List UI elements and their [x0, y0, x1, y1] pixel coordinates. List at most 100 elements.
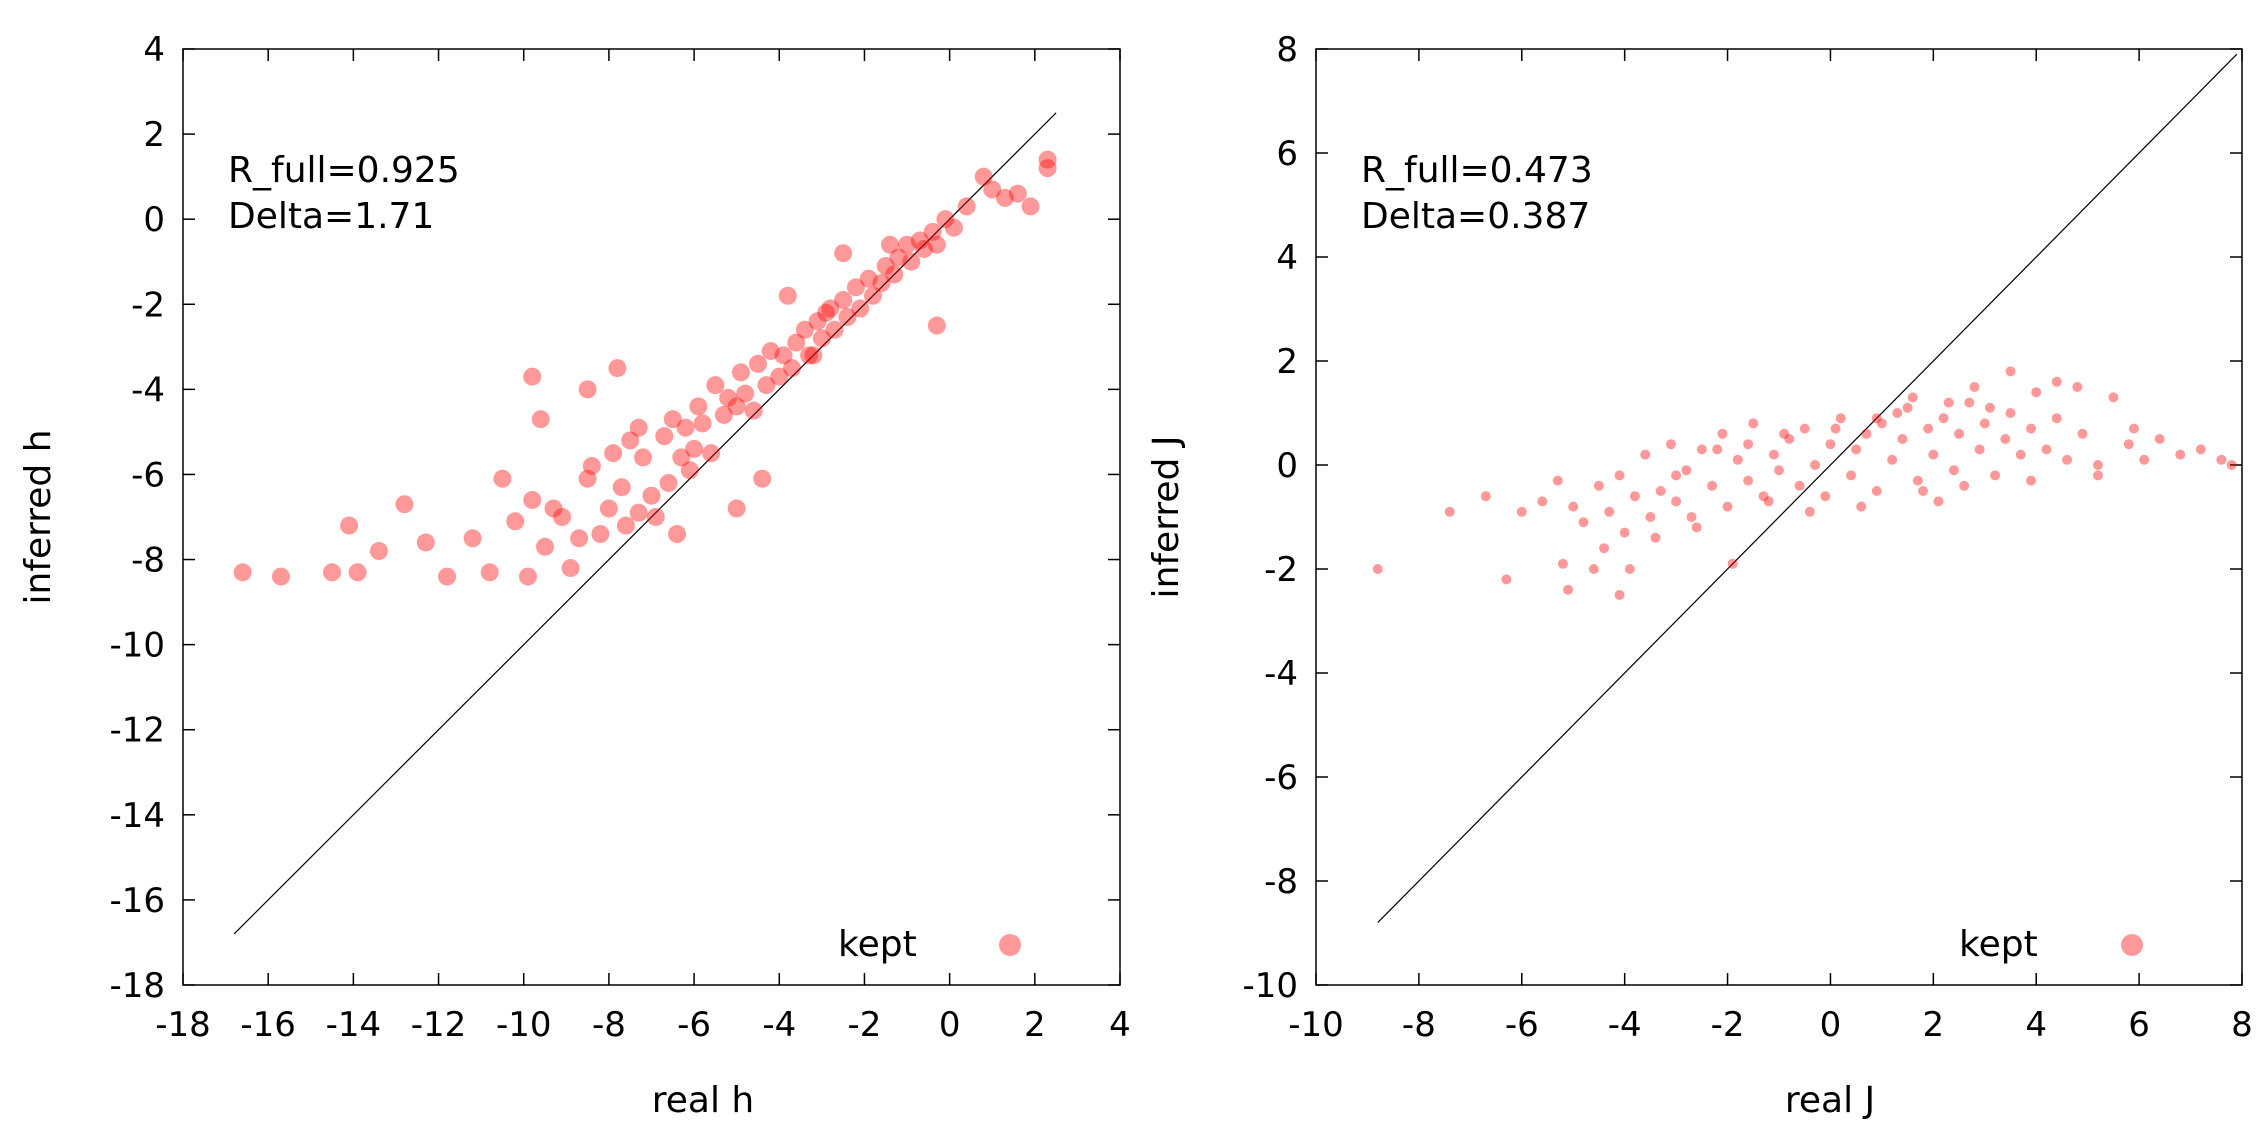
j-data-point [2041, 444, 2052, 455]
j-data-point [2108, 392, 2119, 403]
j-data-point [1516, 506, 1527, 517]
j-data-point [1671, 496, 1682, 507]
h-data-point [727, 397, 746, 416]
j-y-tick-label: -6 [1264, 758, 1298, 798]
h-data-point [983, 180, 1002, 199]
j-identity-line-group [1377, 53, 2238, 924]
j-data-point [1372, 564, 1383, 574]
h-y-tick-label: -2 [131, 285, 165, 325]
j-data-point [1902, 402, 1913, 413]
h-data-point [463, 529, 482, 548]
j-data-point [1696, 444, 1707, 455]
h-x-tick-label: -6 [677, 1005, 711, 1045]
h-y-tick-label: -14 [109, 796, 165, 836]
h-data-point [616, 516, 635, 535]
h-data-point [719, 388, 738, 407]
j-data-point [1629, 491, 1640, 502]
h-data-point [927, 316, 946, 335]
h-data-point [825, 320, 844, 339]
j-x-tick-label: -10 [1288, 1005, 1344, 1045]
h-data-point [774, 346, 793, 365]
j-data-point [2051, 413, 2062, 424]
j-y-axis-label: inferred J [1146, 436, 1187, 599]
h-data-point [604, 444, 623, 463]
h-delta-annotation: Delta=1.71 [228, 196, 434, 237]
h-data-point [480, 563, 499, 582]
j-data-point [1779, 428, 1790, 439]
h-data-point [629, 503, 648, 522]
j-data-point [2077, 428, 2088, 439]
h-data-point [753, 469, 772, 488]
j-data-point [1923, 423, 1934, 434]
j-data-point [1665, 439, 1676, 450]
h-data-point [369, 542, 388, 561]
j-data-point [1727, 558, 1738, 569]
j-data-point [1969, 382, 1980, 392]
h-data-point [834, 244, 853, 263]
j-y-tick-label: 6 [1276, 134, 1298, 174]
h-data-point [702, 444, 721, 463]
h-data-point [680, 461, 699, 480]
h-data-point [668, 525, 687, 544]
j-y-tick-label: 0 [1276, 446, 1298, 486]
h-data-point [936, 210, 955, 229]
j-data-point [1557, 558, 1568, 569]
j-data-point [1537, 496, 1548, 507]
h-data-point [685, 439, 704, 458]
h-data-point [804, 346, 823, 365]
h-data-point [714, 405, 733, 424]
j-data-point [2000, 434, 2011, 444]
j-data-point [1928, 449, 1939, 460]
j-data-point [2051, 376, 2062, 387]
h-x-tick-label: -10 [496, 1005, 552, 1045]
j-data-point [2005, 408, 2016, 418]
h-data-point [944, 218, 963, 237]
j-data-point [2026, 475, 2037, 486]
h-legend-marker [999, 934, 1021, 956]
h-data-point [599, 499, 618, 518]
j-data-point [1835, 413, 1846, 424]
h-data-point [834, 291, 853, 310]
j-data-point [1758, 491, 1769, 502]
j-data-point [1588, 564, 1599, 574]
j-data-point [2072, 382, 2083, 392]
j-data-point [1599, 543, 1610, 554]
h-data-point [582, 456, 601, 475]
h-data-point [553, 508, 572, 526]
h-data-point [706, 376, 725, 395]
h-data-point [523, 367, 542, 386]
h-x-tick-label: 2 [1024, 1005, 1046, 1045]
h-data-point [1008, 184, 1027, 203]
h-data-point [676, 418, 695, 437]
h-data-point [778, 286, 797, 305]
h-y-tick-label: 2 [143, 115, 165, 155]
j-x-axis-label: real J [1785, 1080, 1875, 1121]
h-data-point [821, 299, 840, 318]
h-data-point [863, 286, 882, 305]
j-data-point [1686, 512, 1697, 522]
j-data-point [2031, 387, 2042, 398]
j-data-point [1918, 486, 1929, 496]
h-data-point [340, 516, 359, 535]
h-data-point [693, 414, 712, 433]
h-data-point [872, 274, 891, 292]
j-data-point [1938, 413, 1949, 424]
j-data-point [1990, 470, 2001, 481]
j-data-point [1856, 501, 1867, 512]
j-data-point [1912, 475, 1923, 486]
j-x-tick-label: 0 [1820, 1005, 1842, 1045]
h-data-point [1038, 159, 1057, 178]
h-data-point [881, 235, 900, 254]
j-data-point [1691, 522, 1702, 533]
h-data-point [561, 559, 580, 578]
j-data-point [1846, 470, 1857, 481]
j-x-tick-label: 4 [2025, 1005, 2047, 1045]
j-data-point [1774, 465, 1784, 476]
j-data-point [1614, 470, 1625, 481]
j-data-point [2026, 423, 2037, 434]
j-data-point [1810, 460, 1821, 470]
h-y-axis-label: inferred h [18, 429, 59, 604]
h-y-tick-label: -4 [131, 370, 165, 410]
h-identity-line-group [233, 112, 1057, 935]
j-data-point [1640, 449, 1651, 460]
